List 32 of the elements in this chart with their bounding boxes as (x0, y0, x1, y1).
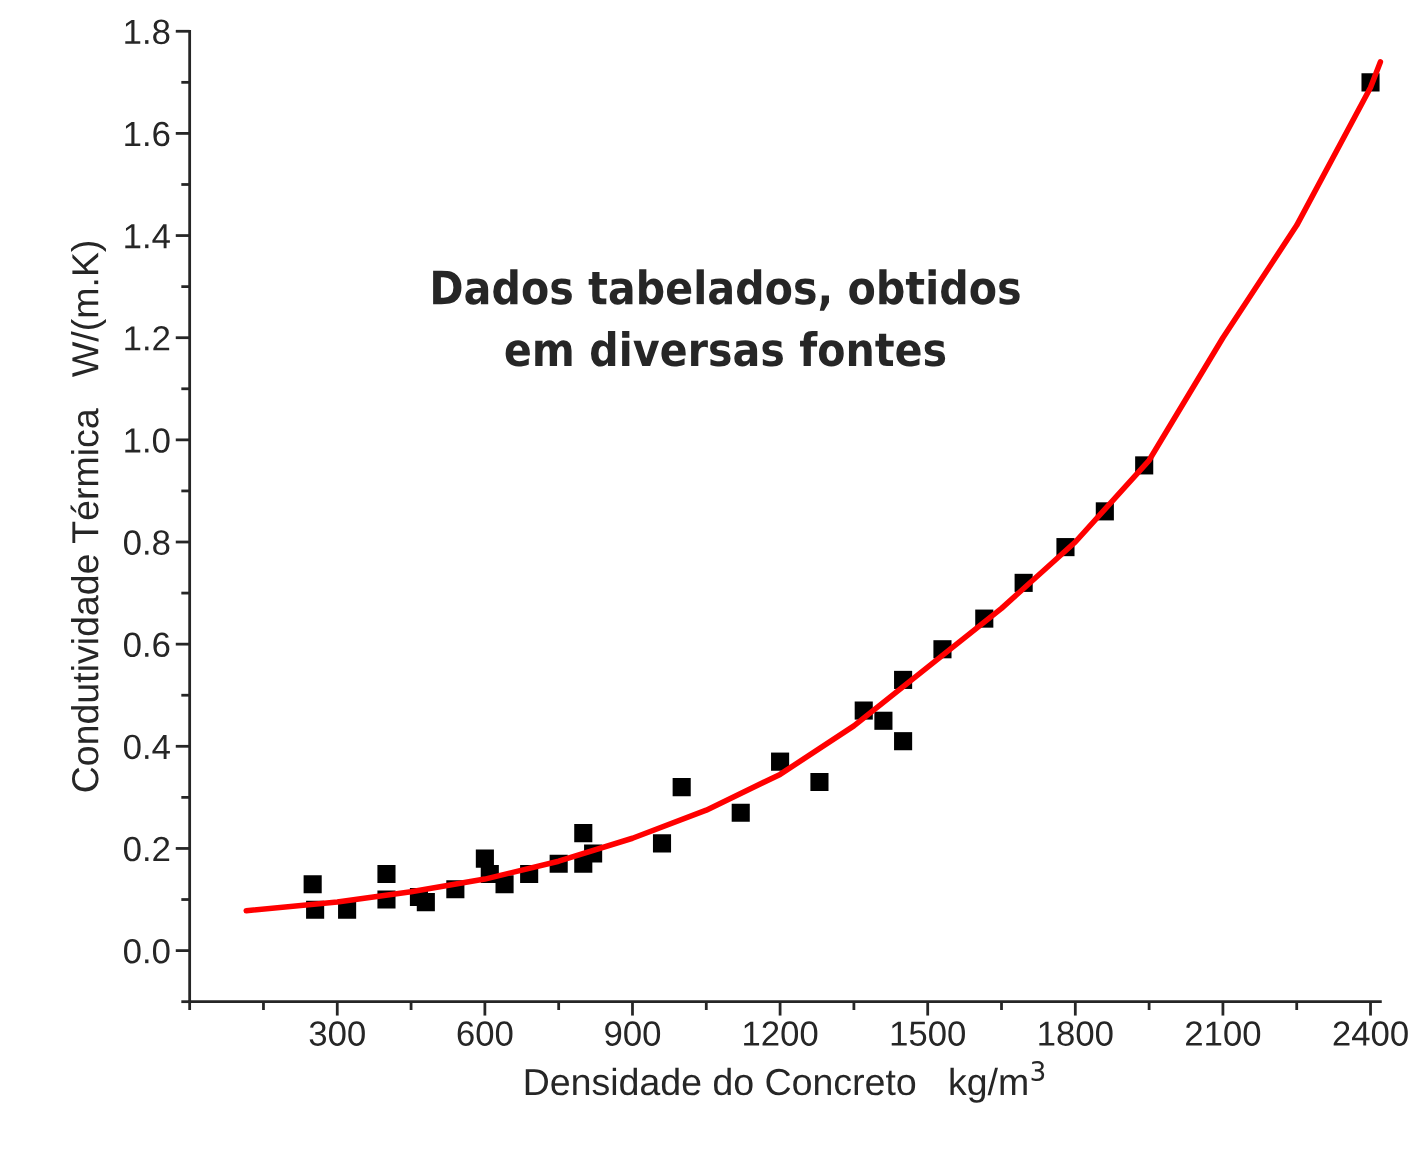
y-tick-label: 1.2 (125, 326, 170, 351)
x-tick-label: 900 (605, 1021, 661, 1046)
x-tick-label: 1200 (744, 1021, 818, 1046)
y-tick-label: 1.6 (125, 121, 170, 147)
annotation: Dados tabelados, obtidos em diversas fontes (433, 269, 1020, 367)
point (672, 778, 691, 797)
y-axis-title: Condutividade Térmica W/(m.K) (70, 241, 106, 792)
point (574, 824, 593, 843)
point (874, 711, 893, 730)
y-tick-label: 0.0 (124, 938, 170, 964)
point (731, 803, 750, 822)
x-tick-label: 1800 (1039, 1021, 1113, 1046)
point (894, 732, 913, 751)
point (416, 893, 435, 912)
y-tick-label: 1.0 (125, 428, 170, 453)
x-axis-title: Densidade do Concreto kg/m$^{3}$ (525, 1061, 1045, 1103)
y-tick-label: 0.8 (124, 530, 170, 555)
point (652, 834, 672, 853)
y-tick-label: 0.4 (124, 734, 170, 760)
point (377, 864, 396, 884)
point (303, 875, 322, 894)
y-tick-label: 1.4 (125, 224, 170, 249)
x-tick-label: 2400 (1333, 1021, 1408, 1046)
x-tick-label: 600 (457, 1021, 513, 1046)
x-tick-label: 2100 (1186, 1021, 1261, 1046)
point (771, 752, 790, 771)
x-tick-label: 300 (309, 1021, 365, 1046)
point (810, 773, 829, 792)
x-tick-label: 1500 (891, 1021, 965, 1046)
y-tick-label: 0.6 (124, 632, 170, 658)
y-tick-label: 0.2 (124, 836, 170, 862)
y-tick-label: 1.8 (125, 19, 170, 45)
